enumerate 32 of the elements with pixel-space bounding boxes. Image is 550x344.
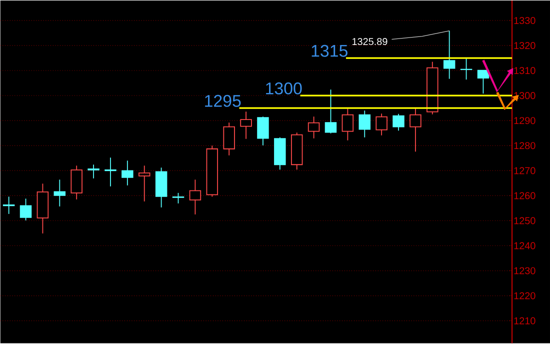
candlestick — [240, 111, 252, 140]
y-tick-label: 1250 — [514, 217, 536, 224]
candlestick — [138, 165, 150, 202]
candlestick — [358, 110, 370, 138]
y-tick-label: 1320 — [514, 42, 536, 50]
y-tick-label: 1240 — [514, 242, 536, 250]
candlestick — [70, 165, 82, 200]
candlestick — [155, 167, 168, 208]
candlestick — [2, 196, 15, 214]
y-tick-label: 1280 — [514, 142, 536, 150]
candlestick — [290, 132, 303, 170]
candlestick — [54, 179, 66, 207]
candlestick — [104, 157, 116, 187]
ref-line-label: 1300 — [266, 82, 302, 94]
candlestick — [460, 58, 472, 80]
y-tick-label: 1210 — [514, 317, 536, 324]
annotation: 1325.89 — [352, 38, 388, 46]
y-tick-label: 1270 — [514, 167, 536, 174]
y-tick-label: 1330 — [514, 17, 536, 24]
y-tick-label: 1220 — [514, 292, 536, 300]
candlestick — [223, 122, 235, 156]
candlestick — [376, 113, 388, 136]
candlestick — [443, 30, 456, 80]
ref-line-label: 1315 — [312, 44, 348, 57]
y-tick-label: 1230 — [514, 267, 536, 274]
candlestick — [122, 160, 134, 186]
y-tick-label: 1290 — [514, 117, 536, 124]
candlestick — [88, 164, 100, 179]
y-tick-label: 1260 — [514, 192, 536, 200]
ref-line-label: 1295 — [205, 95, 241, 108]
y-tick-label: 1310 — [514, 67, 536, 74]
candlestick — [189, 179, 202, 215]
